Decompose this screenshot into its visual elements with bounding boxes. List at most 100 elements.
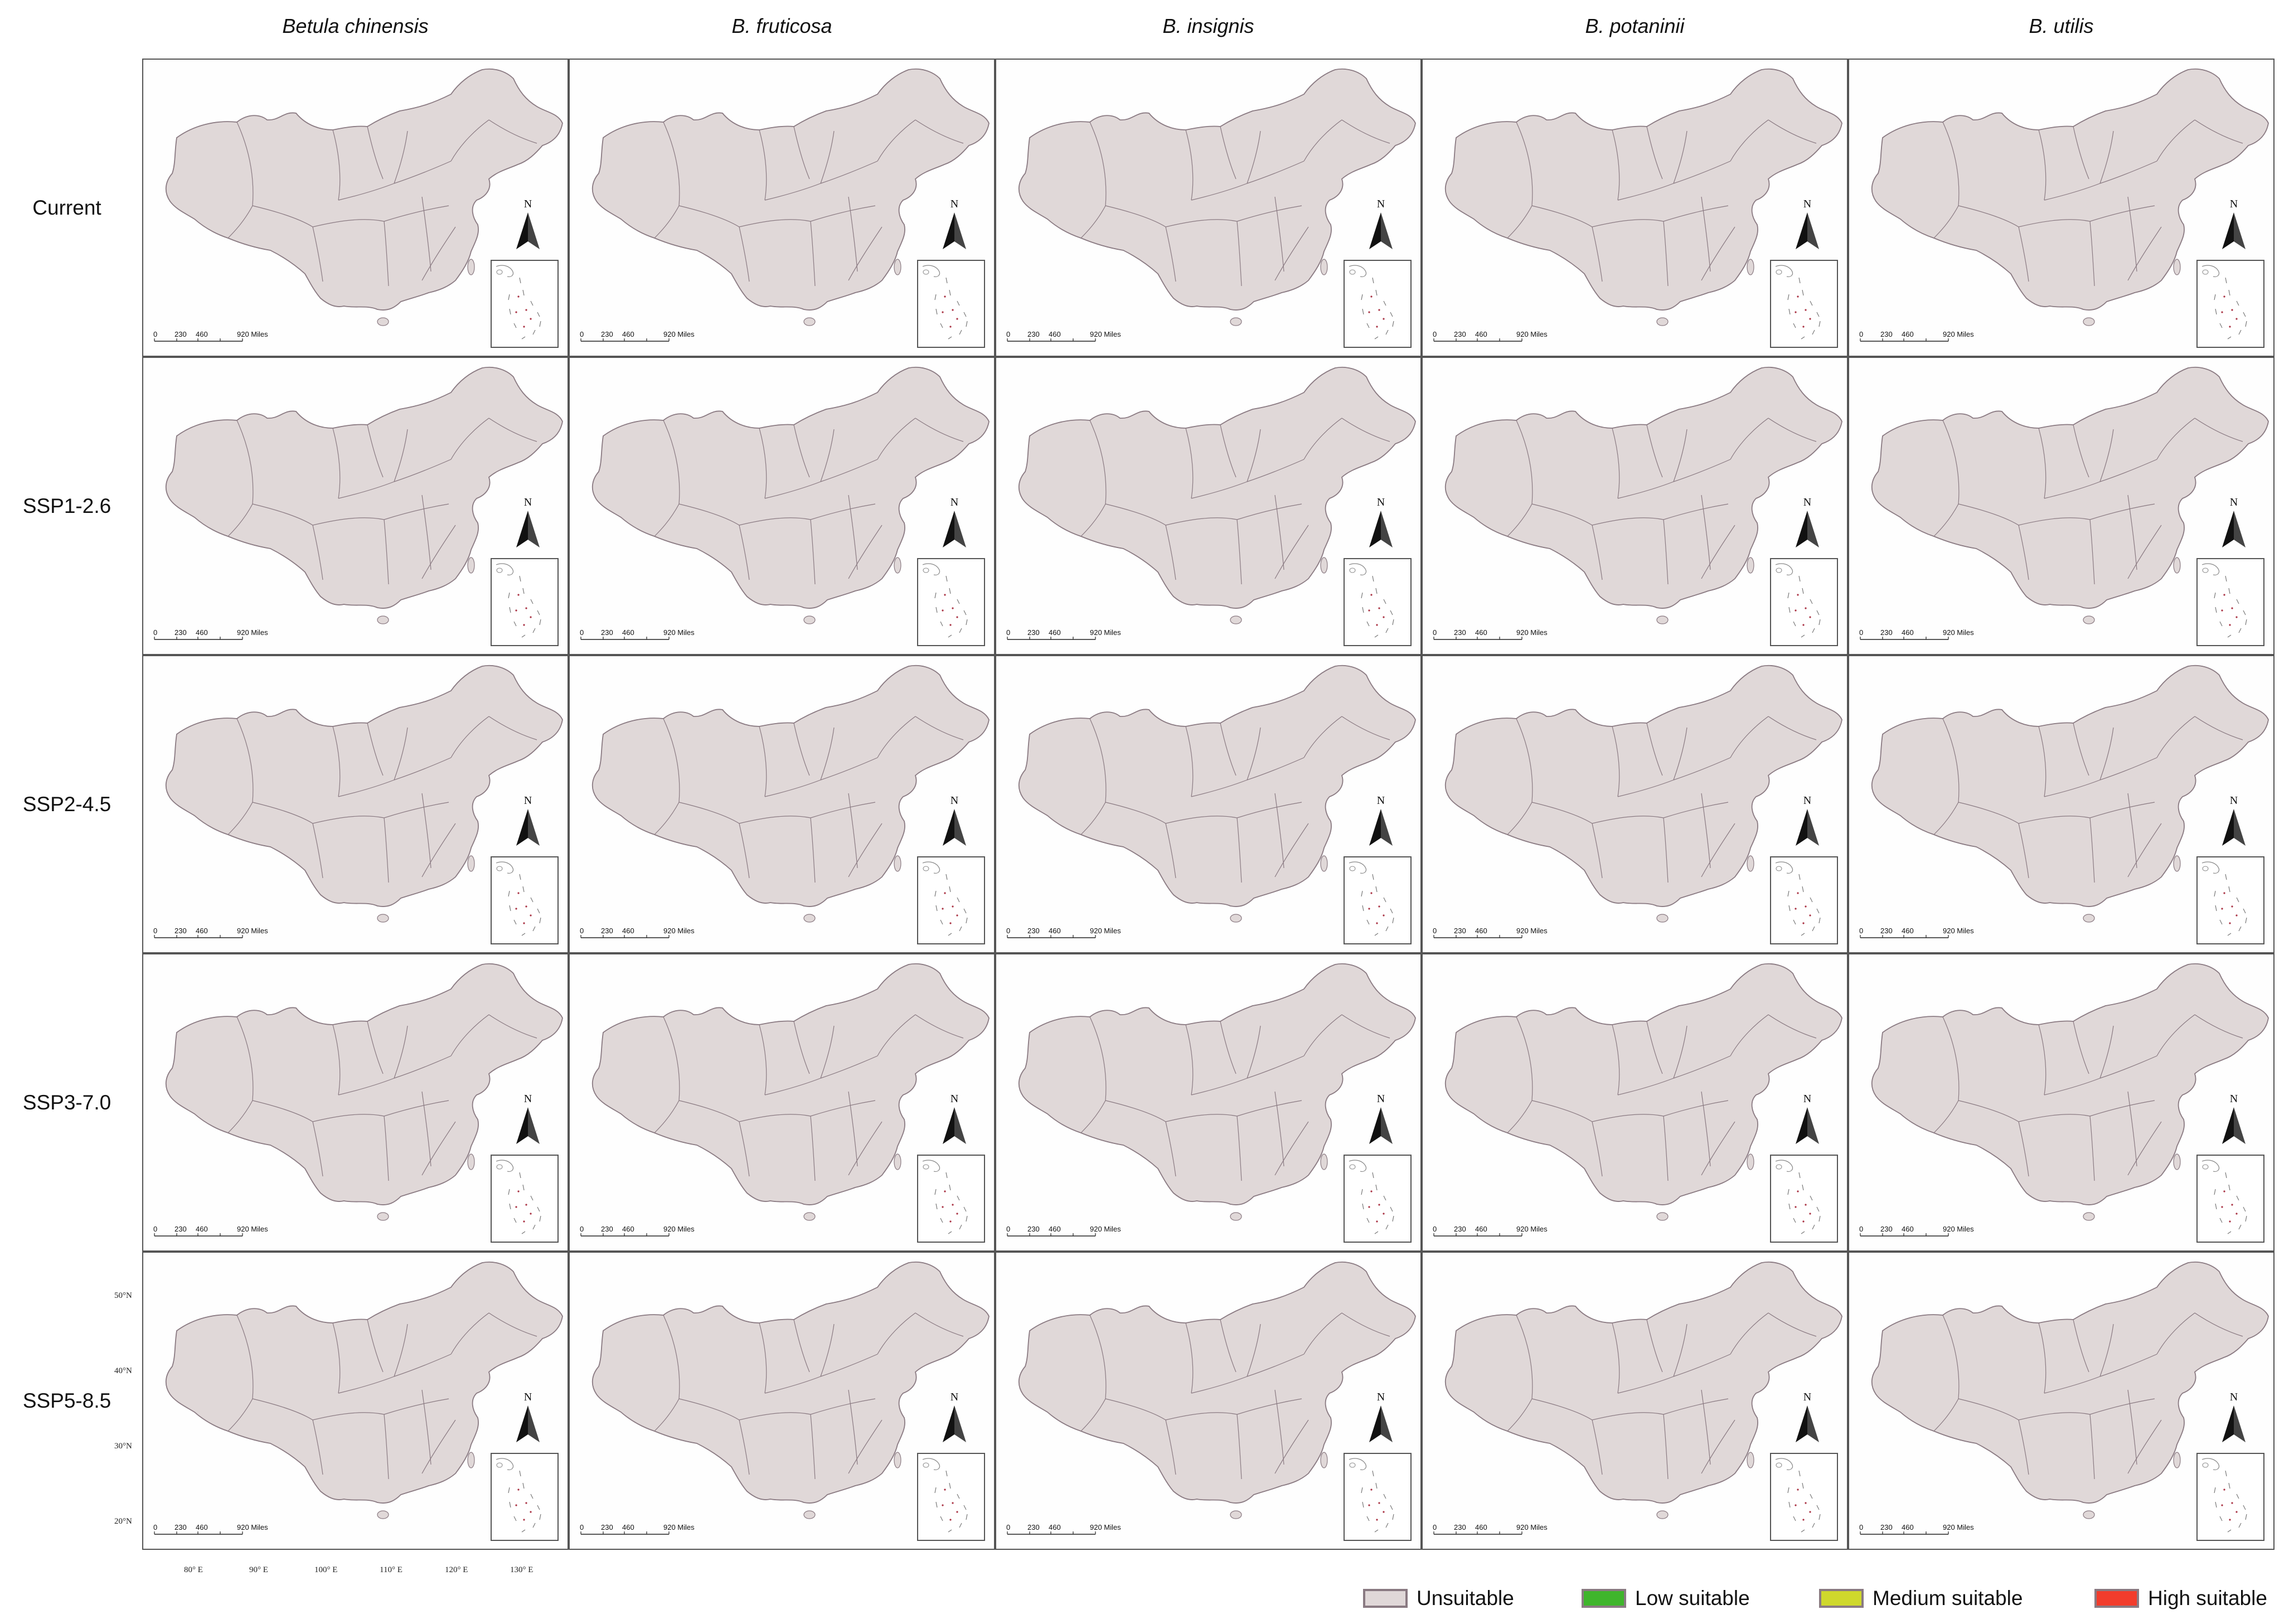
north-arrow-icon: N [2219,198,2249,251]
south-china-sea-inset [917,1453,985,1541]
scale-tick-label: 460 [1049,330,1061,338]
province-boundary [1080,1398,1106,1432]
scenario-label-3: SSP3-7.0 [22,1091,111,1114]
scale-tick-label: 920 Miles [1516,330,1548,338]
province-boundary [1185,428,1194,499]
province-boundary [1730,119,1769,162]
province-boundary [1673,1354,1731,1377]
north-letter: N [2229,1391,2238,1403]
province-boundary [394,1025,408,1079]
province-boundary [1646,723,1663,776]
china-land [166,367,562,609]
province-boundary [1531,802,1593,824]
province-boundary [1701,1121,1735,1176]
province-boundary [312,226,323,282]
province-boundary [1507,1398,1533,1432]
province-boundary [1341,1312,1390,1337]
province-boundary [1663,817,1669,883]
province-boundary [877,119,916,162]
map-panel-r1-c0: N 0 230 460 920 Miles [142,357,569,655]
province-boundary [1080,1100,1106,1133]
scale-tick-label: 230 [1454,1225,1466,1233]
scale-tick-label: 460 [196,1225,208,1233]
scale-tick-label: 0 [1859,628,1864,637]
province-boundary [2127,1091,2137,1167]
province-boundary [1673,459,1731,482]
province-boundary [848,525,882,579]
china-outline [165,1261,563,1504]
map-panel-r0-c4: N 0 230 460 920 Miles [1848,59,2275,357]
province-boundary [1516,1016,1533,1101]
province-boundary [915,418,964,442]
china-land [1019,367,1415,609]
province-boundary [2099,727,2114,781]
south-china-sea-inset [1770,1155,1838,1243]
hainan-island [2083,615,2095,624]
legend-label-medium: Medium suitable [1873,1587,2023,1610]
province-boundary [2089,1116,2095,1181]
province-boundary [1274,525,1309,579]
south-china-sea-inset [917,856,985,944]
province-boundary [312,1412,385,1421]
province-boundary [1673,1025,1687,1079]
province-boundary [1274,226,1309,281]
scale-tick-label: 920 Miles [1943,628,1974,637]
scale-tick-label: 460 [1475,1225,1487,1233]
north-arrow-icon: N [2219,794,2249,847]
scale-tick-label: 920 Miles [1090,1225,1121,1233]
map-panel-r3-c0: N 0 230 460 920 Miles [142,953,569,1252]
china-land [1019,963,1415,1205]
legend-label-low: Low suitable [1635,1587,1750,1610]
province-boundary [1247,1025,1261,1079]
province-boundary [1247,1055,1304,1079]
province-boundary [2099,459,2157,482]
province-boundary [1105,1100,1166,1122]
province-boundary [1768,418,1817,442]
province-boundary [421,1389,431,1465]
province-boundary [1592,219,1664,227]
province-boundary [877,1312,916,1355]
north-arrow-icon: N [1792,794,1822,847]
scale-tick-label: 460 [622,330,634,338]
scale-bar: 0 230 460 920 Miles [1433,1523,1567,1538]
china-land [592,1262,989,1504]
scale-tick-label: 920 Miles [1090,330,1121,338]
scale-tick-label: 230 [174,927,187,935]
north-arrow-icon: N [513,496,543,549]
province-boundary [1646,1319,1663,1373]
province-boundary [2044,183,2101,201]
province-boundary [915,119,964,144]
china-outline [165,665,563,907]
province-boundary [488,716,537,740]
province-boundary [338,481,395,499]
china-land [166,69,562,311]
province-boundary [1191,1376,1248,1394]
province-boundary [848,1091,858,1167]
province-boundary [1236,1414,1242,1480]
china-outline [1871,68,2269,311]
scale-bar: 0 230 460 920 Miles [1433,628,1567,643]
scale-tick-label: 230 [1454,330,1466,338]
scale-tick-label: 460 [1475,1523,1487,1531]
china-outline [1871,665,2269,907]
taiwan-island [1320,259,1328,275]
scale-tick-label: 230 [174,628,187,637]
province-boundary [1592,517,1664,526]
hainan-island [2083,1510,2095,1519]
province-boundary [1247,429,1261,482]
china-suitability-map [1018,963,1416,1221]
china-land [592,367,989,609]
hainan-island [803,1510,816,1519]
province-boundary [367,126,384,180]
province-boundary [810,817,816,883]
province-boundary [1185,726,1194,797]
scale-tick-label: 460 [1049,1225,1061,1233]
province-boundary [2194,119,2243,144]
north-letter: N [2229,496,2238,508]
taiwan-island [1320,1452,1328,1468]
province-boundary [820,161,878,184]
province-boundary [1089,420,1107,505]
province-boundary [2127,495,2137,570]
province-boundary [312,517,385,526]
province-boundary [384,1116,389,1181]
